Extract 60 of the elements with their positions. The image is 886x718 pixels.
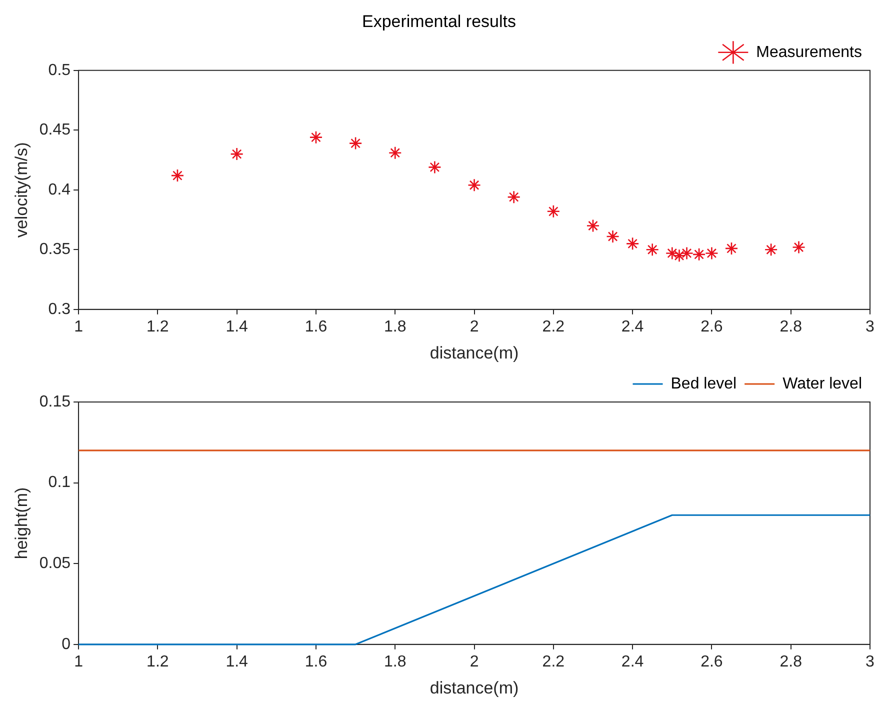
point: [705, 246, 718, 260]
x-tick-label: 2.8: [780, 653, 802, 670]
chart-title: Experimental results: [362, 12, 516, 31]
x-tick-label: 1.8: [384, 653, 406, 670]
x-tick-label: 1.6: [304, 318, 328, 336]
point: [546, 204, 560, 218]
x-tick-label: 1: [74, 318, 84, 336]
x-tick-label: 1.2: [146, 318, 169, 336]
x-tick-label: 2.2: [542, 653, 565, 670]
x-tick-label: 1.2: [146, 653, 169, 670]
point: [672, 248, 686, 262]
point: [348, 136, 362, 150]
x-tick-label: 2.4: [621, 318, 644, 336]
point: [309, 130, 323, 144]
point: [692, 248, 706, 262]
point: [606, 230, 620, 244]
x-axis-title: distance(m): [430, 343, 519, 362]
y-tick-label: 0.15: [39, 393, 71, 410]
x-tick-label: 3: [866, 318, 875, 336]
x-tick-label: 3: [866, 653, 875, 670]
point: [170, 168, 184, 182]
point: [230, 147, 244, 161]
y-axis-title: velocity(m/s): [12, 142, 31, 238]
x-tick-label: 2: [470, 318, 479, 336]
x-tick-label: 1: [74, 653, 84, 670]
y-tick-label: 0.1: [48, 474, 71, 492]
y-tick-label: 0: [62, 636, 71, 653]
y-tick-label: 0.35: [39, 241, 71, 258]
x-tick-label: 1.4: [226, 653, 248, 670]
point: [680, 246, 694, 260]
point: [724, 242, 738, 256]
legend-label: Measurements: [756, 44, 862, 61]
x-tick-label: 2.4: [621, 653, 644, 670]
x-tick-label: 1.6: [304, 653, 328, 670]
point: [764, 243, 778, 256]
y-axis-title: height(m): [12, 487, 31, 560]
point: [428, 160, 442, 174]
point: [468, 178, 481, 192]
point: [646, 243, 659, 256]
y-tick-label: 0.3: [48, 300, 71, 318]
point: [507, 190, 520, 204]
point: [626, 237, 640, 250]
point: [586, 219, 600, 232]
legend-label: Water level: [782, 375, 862, 392]
point: [388, 146, 402, 160]
y-tick-label: 0.4: [48, 181, 71, 198]
point: [665, 246, 679, 260]
x-tick-label: 1.4: [226, 318, 248, 336]
x-tick-label: 2.8: [780, 318, 802, 336]
legend-label: Bed level: [670, 375, 737, 392]
x-tick-label: 2.6: [700, 653, 723, 670]
y-tick-label: 0.05: [39, 555, 71, 572]
x-tick-label: 2.6: [700, 318, 723, 336]
x-axis-title: distance(m): [430, 678, 519, 698]
point: [792, 240, 806, 254]
y-tick-label: 0.45: [39, 122, 71, 139]
x-tick-label: 1.8: [384, 318, 406, 336]
x-tick-label: 2: [470, 653, 479, 670]
x-tick-label: 2.2: [542, 318, 565, 336]
y-tick-label: 0.5: [48, 62, 71, 79]
